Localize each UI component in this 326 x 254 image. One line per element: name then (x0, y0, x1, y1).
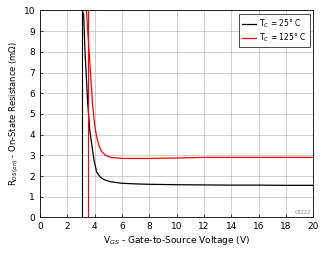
T$_C$ = 125° C (93, 123, 96, 126)
T$_C$ = 125° C (91, 102, 95, 105)
T$_C$ = 25° C (230, 184, 233, 187)
Line: T$_C$ = 125° C: T$_C$ = 125° C (86, 10, 313, 158)
T$_C$ = 125° C (257, 156, 260, 159)
T$_C$ = 25° C (95, 170, 98, 173)
T$_C$ = 25° C (175, 183, 179, 186)
T$_C$ = 25° C (90, 144, 94, 147)
T$_C$ = 25° C (120, 182, 124, 185)
T$_C$ = 125° C (104, 154, 108, 157)
T$_C$ = 25° C (311, 184, 315, 187)
T$_C$ = 25° C (80, 9, 84, 12)
T$_C$ = 125° C (202, 156, 206, 159)
T$_C$ = 25° C (147, 183, 151, 186)
T$_C$ = 125° C (134, 157, 138, 160)
T$_C$ = 25° C (202, 183, 206, 186)
T$_C$ = 25° C (97, 173, 101, 177)
Y-axis label: R$_{DS(on)}$ - On-State Resistance (mΩ): R$_{DS(on)}$ - On-State Resistance (mΩ) (7, 41, 21, 186)
T$_C$ = 125° C (99, 150, 103, 153)
T$_C$ = 125° C (95, 135, 98, 138)
T$_C$ = 25° C (86, 102, 90, 105)
T$_C$ = 125° C (147, 157, 151, 160)
T$_C$ = 125° C (109, 156, 113, 159)
T$_C$ = 125° C (89, 71, 93, 74)
T$_C$ = 125° C (86, 40, 90, 43)
T$_C$ = 25° C (257, 184, 260, 187)
T$_C$ = 125° C (175, 156, 179, 160)
Text: C0222: C0222 (294, 210, 311, 215)
T$_C$ = 125° C (97, 144, 101, 147)
T$_C$ = 25° C (109, 180, 113, 183)
T$_C$ = 25° C (99, 177, 103, 180)
T$_C$ = 25° C (82, 13, 86, 16)
T$_C$ = 25° C (284, 184, 288, 187)
T$_C$ = 125° C (284, 156, 288, 159)
T$_C$ = 125° C (84, 9, 88, 12)
T$_C$ = 125° C (311, 156, 315, 159)
Legend: T$_C$ = 25° C, T$_C$ = 125° C: T$_C$ = 25° C, T$_C$ = 125° C (239, 14, 310, 47)
T$_C$ = 25° C (92, 158, 96, 161)
X-axis label: V$_{GS}$ - Gate-to-Source Voltage (V): V$_{GS}$ - Gate-to-Source Voltage (V) (103, 234, 250, 247)
T$_C$ = 25° C (88, 129, 92, 132)
Line: T$_C$ = 25° C: T$_C$ = 25° C (82, 10, 313, 185)
T$_C$ = 25° C (104, 179, 108, 182)
T$_C$ = 125° C (230, 156, 233, 159)
T$_C$ = 25° C (134, 182, 138, 185)
T$_C$ = 125° C (120, 157, 124, 160)
T$_C$ = 25° C (83, 50, 87, 53)
T$_C$ = 25° C (93, 164, 97, 167)
